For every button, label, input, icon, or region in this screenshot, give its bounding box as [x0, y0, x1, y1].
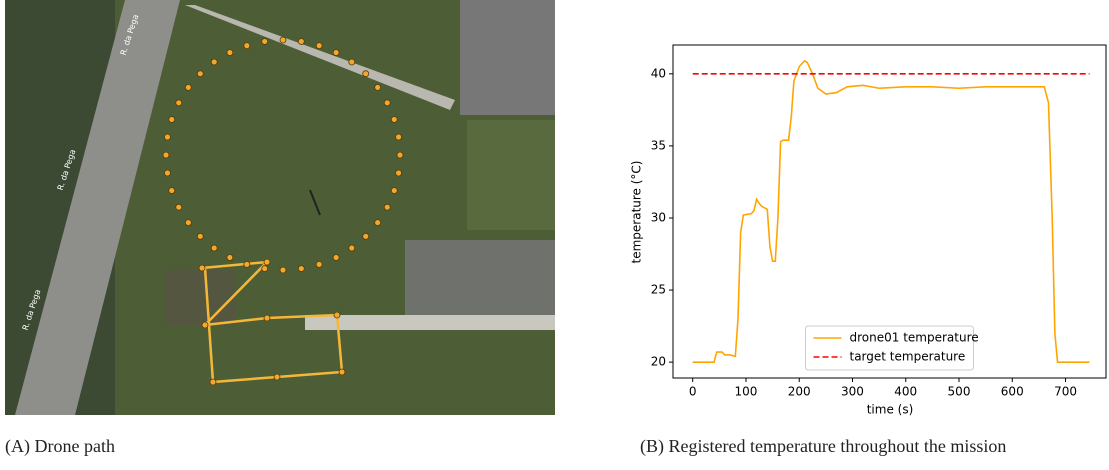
waypoint — [210, 244, 218, 252]
waypoint — [362, 70, 370, 78]
waypoint — [175, 99, 183, 107]
x-tick-label: 400 — [894, 385, 917, 399]
waypoint — [263, 314, 271, 322]
x-tick-label: 600 — [1001, 385, 1024, 399]
waypoint — [362, 232, 370, 240]
waypoint — [395, 133, 402, 141]
waypoint — [168, 187, 176, 194]
waypoint — [332, 254, 340, 261]
waypoint — [210, 58, 218, 66]
x-tick-label: 100 — [735, 385, 758, 399]
building — [405, 240, 555, 315]
waypoint — [396, 151, 404, 159]
waypoint — [332, 49, 340, 56]
waypoint — [198, 264, 206, 272]
waypoint — [243, 42, 251, 50]
waypoint — [226, 254, 234, 261]
waypoint — [348, 244, 356, 252]
x-tick-label: 700 — [1054, 385, 1077, 399]
waypoint — [338, 368, 346, 376]
waypoint — [243, 260, 251, 268]
waypoint — [226, 49, 234, 56]
waypoint — [168, 116, 176, 123]
waypoint — [263, 258, 271, 266]
waypoint — [261, 38, 269, 45]
ruins — [165, 270, 235, 325]
waypoint — [273, 373, 281, 381]
caption: (A) Drone path — [5, 436, 115, 456]
y-tick-label: 25 — [651, 283, 666, 297]
waypoint — [374, 84, 382, 91]
waypoint — [279, 266, 287, 274]
waypoint — [315, 42, 323, 50]
waypoint — [175, 203, 183, 211]
axes-frame — [672, 44, 1107, 379]
x-tick-label: 300 — [841, 385, 864, 399]
legend-label: target temperature — [850, 350, 966, 364]
waypoint — [390, 187, 398, 194]
road — [15, 0, 180, 415]
waypoint — [196, 232, 204, 240]
waypoint — [297, 265, 305, 272]
waypoint — [348, 58, 356, 66]
waypoint — [279, 36, 287, 44]
waypoint — [196, 70, 204, 78]
waypoint — [162, 151, 170, 159]
x-tick-label: 500 — [948, 385, 971, 399]
legend-box — [805, 325, 974, 371]
lawn — [467, 120, 555, 230]
legend: drone01 temperature target temperature — [805, 325, 979, 371]
waypoint — [374, 219, 382, 226]
waypoint — [383, 203, 391, 211]
x-axis-label: time (s) — [867, 403, 914, 417]
waypoint — [395, 169, 402, 177]
waypoint — [315, 260, 323, 268]
waypoint — [164, 169, 171, 177]
y-tick-label: 30 — [651, 210, 666, 224]
series-line — [692, 59, 1090, 363]
waypoint — [164, 133, 171, 141]
x-tick-label: 0 — [689, 385, 697, 399]
waypoint — [201, 321, 209, 329]
windmill — [309, 189, 321, 216]
waypoint — [261, 265, 269, 272]
path — [185, 5, 455, 110]
satellite-map: R. da Pega R. da Pega R. da Pega — [5, 0, 555, 415]
x-tick-label: 200 — [788, 385, 811, 399]
waypoint — [390, 116, 398, 123]
caption: (B) Registered temperature throughout th… — [640, 436, 1007, 456]
walkway — [305, 315, 555, 330]
waypoint — [383, 99, 391, 107]
y-axis-label: temperature (°C) — [630, 161, 644, 264]
waypoint — [297, 38, 305, 45]
legend-label: drone01 temperature — [850, 331, 979, 345]
building — [460, 0, 555, 115]
waypoint — [184, 219, 192, 226]
waypoint — [209, 378, 217, 386]
y-tick-label: 40 — [651, 66, 666, 80]
y-tick-label: 20 — [651, 355, 666, 369]
waypoints — [162, 36, 404, 386]
y-tick-label: 35 — [651, 138, 666, 152]
waypoint — [184, 84, 192, 91]
waypoint — [333, 311, 341, 319]
